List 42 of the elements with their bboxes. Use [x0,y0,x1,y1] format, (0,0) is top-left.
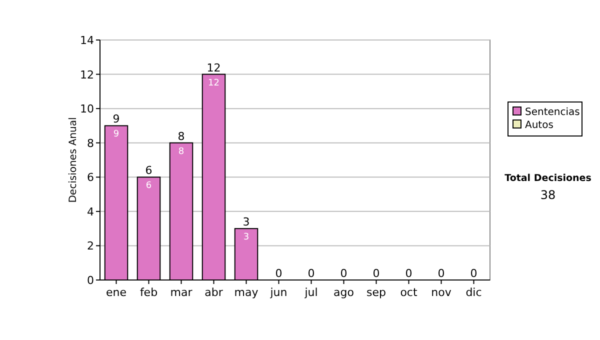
total-label: 0 [275,267,282,280]
data-label: 6 [146,181,152,192]
x-tick-label: ago [334,286,354,299]
x-tick-label: jun [269,286,288,299]
total-label: 9 [112,112,120,126]
data-label: 9 [113,130,120,140]
x-tick-label: oct [400,286,418,299]
x-tick-label: mar [170,286,193,299]
legend-label: Sentencias [525,107,580,118]
x-tick-label: may [234,286,259,299]
text: 38 [540,188,556,202]
text: Total Decisiones [504,173,592,184]
total-label: 0 [438,267,445,280]
total-label: 0 [308,267,315,280]
y-tick-label: 10 [80,102,94,116]
total-label: 0 [372,267,380,280]
data-label: 12 [208,78,220,88]
y-tick-label: 6 [87,171,94,184]
y-tick-label: 2 [87,240,94,253]
y-tick-label: 12 [80,68,94,82]
data-label: 3 [243,232,250,243]
total-label: 0 [405,267,412,280]
total-label: 0 [340,267,348,280]
x-tick-label: ene [106,286,127,299]
total-label: 12 [206,61,221,74]
y-tick-label: 4 [87,205,94,218]
legend-label: Autos [525,120,554,131]
total-label: 8 [178,130,185,143]
y-axis-title: Decisiones Anual [68,117,79,203]
y-tick-label: 8 [87,136,94,150]
y-tick-label: 14 [80,34,94,47]
x-tick-label: jul [304,286,318,299]
x-tick-label: sep [366,286,386,299]
total-label: 3 [242,216,250,229]
x-tick-label: abr [204,286,224,299]
x-tick-label: dic [466,286,482,299]
x-tick-label: nov [431,286,452,299]
x-tick-label: feb [140,286,158,299]
y-tick-label: 0 [87,274,94,287]
total-label: 6 [145,164,152,178]
total-label: 0 [470,267,478,280]
data-label: 8 [178,146,184,157]
